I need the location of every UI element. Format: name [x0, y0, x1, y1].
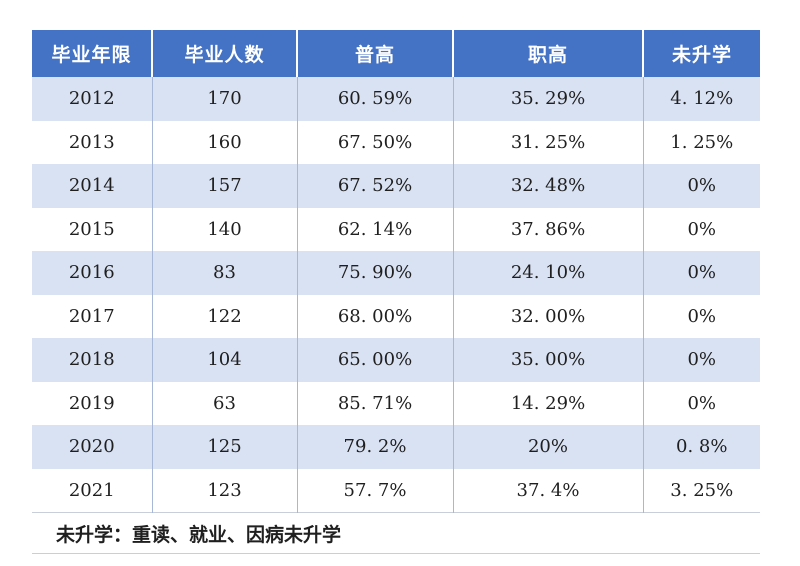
- table-cell: 0. 8%: [642, 425, 760, 469]
- table-cell: 122: [151, 294, 297, 338]
- table-cell: 67. 52%: [296, 164, 453, 208]
- table-row: 2020 125 79. 2% 20% 0. 8%: [32, 425, 760, 469]
- table-cell: 2021: [32, 468, 152, 513]
- table-cell: 68. 00%: [296, 294, 453, 338]
- table-cell: 125: [151, 425, 297, 469]
- table-cell: 2019: [32, 381, 152, 425]
- table-cell: 67. 50%: [296, 120, 453, 164]
- column-header: 职高: [452, 30, 643, 77]
- table-row: 2017 122 68. 00% 32. 00% 0%: [32, 294, 760, 338]
- table-cell: 0%: [642, 338, 760, 382]
- table-footer: 未升学：重读、就业、因病未升学: [32, 512, 760, 554]
- graduation-stats-table: 毕业年限 毕业人数 普高 职高 未升学 2012 170 60. 59% 35. 29% 4. …: [32, 30, 760, 554]
- table-cell: 1. 25%: [642, 120, 760, 164]
- table-cell: 0%: [642, 207, 760, 251]
- table-row: 2019 63 85. 71% 14. 29% 0%: [32, 381, 760, 425]
- column-header: 毕业年限: [32, 30, 152, 77]
- table-cell: 79. 2%: [296, 425, 453, 469]
- table-body: 2012 170 60. 59% 35. 29% 4. 12% 2013 160 67. 50…: [32, 77, 760, 513]
- table-cell: 65. 00%: [296, 338, 453, 382]
- table-cell: 140: [151, 207, 297, 251]
- header-row: 毕业年限 毕业人数 普高 职高 未升学: [32, 30, 760, 77]
- table-cell: 20%: [452, 425, 643, 469]
- column-header: 毕业人数: [151, 30, 297, 77]
- table-cell: 2015: [32, 207, 152, 251]
- table-row: 2016 83 75. 90% 24. 10% 0%: [32, 251, 760, 295]
- table-cell: 83: [151, 251, 297, 295]
- table-cell: 123: [151, 468, 297, 513]
- table-cell: 0%: [642, 164, 760, 208]
- table-cell: 24. 10%: [452, 251, 643, 295]
- column-header: 未升学: [642, 30, 760, 77]
- table-cell: 104: [151, 338, 297, 382]
- table-header: 毕业年限 毕业人数 普高 职高 未升学: [32, 30, 760, 77]
- table-cell: 2018: [32, 338, 152, 382]
- table-cell: 63: [151, 381, 297, 425]
- table-cell: 57. 7%: [296, 468, 453, 513]
- table-row: 2013 160 67. 50% 31. 25% 1. 25%: [32, 120, 760, 164]
- column-header: 普高: [296, 30, 453, 77]
- table-cell: 2017: [32, 294, 152, 338]
- table-cell: 75. 90%: [296, 251, 453, 295]
- table-cell: 3. 25%: [642, 468, 760, 513]
- table-cell: 0%: [642, 381, 760, 425]
- table-cell: 2020: [32, 425, 152, 469]
- table-cell: 32. 00%: [452, 294, 643, 338]
- table-cell: 0%: [642, 251, 760, 295]
- table-cell: 60. 59%: [296, 77, 453, 121]
- table-cell: 0%: [642, 294, 760, 338]
- table-cell: 160: [151, 120, 297, 164]
- table-cell: 62. 14%: [296, 207, 453, 251]
- table-row: 2012 170 60. 59% 35. 29% 4. 12%: [32, 77, 760, 121]
- table-cell: 4. 12%: [642, 77, 760, 121]
- table-cell: 14. 29%: [452, 381, 643, 425]
- table-cell: 2014: [32, 164, 152, 208]
- table-cell: 37. 4%: [452, 468, 643, 513]
- footnote-row: 未升学：重读、就业、因病未升学: [32, 512, 760, 554]
- table-cell: 31. 25%: [452, 120, 643, 164]
- table-cell: 2013: [32, 120, 152, 164]
- table-cell: 32. 48%: [452, 164, 643, 208]
- table-row: 2014 157 67. 52% 32. 48% 0%: [32, 164, 760, 208]
- table-row: 2018 104 65. 00% 35. 00% 0%: [32, 338, 760, 382]
- graduation-stats-table-container: 毕业年限 毕业人数 普高 职高 未升学 2012 170 60. 59% 35. 29% 4. …: [32, 30, 760, 554]
- table-cell: 170: [151, 77, 297, 121]
- table-row: 2021 123 57. 7% 37. 4% 3. 25%: [32, 468, 760, 513]
- table-cell: 2016: [32, 251, 152, 295]
- table-cell: 35. 29%: [452, 77, 643, 121]
- table-cell: 37. 86%: [452, 207, 643, 251]
- footnote-cell: 未升学：重读、就业、因病未升学: [32, 512, 760, 554]
- table-row: 2015 140 62. 14% 37. 86% 0%: [32, 207, 760, 251]
- table-cell: 157: [151, 164, 297, 208]
- table-cell: 35. 00%: [452, 338, 643, 382]
- table-cell: 2012: [32, 77, 152, 121]
- table-cell: 85. 71%: [296, 381, 453, 425]
